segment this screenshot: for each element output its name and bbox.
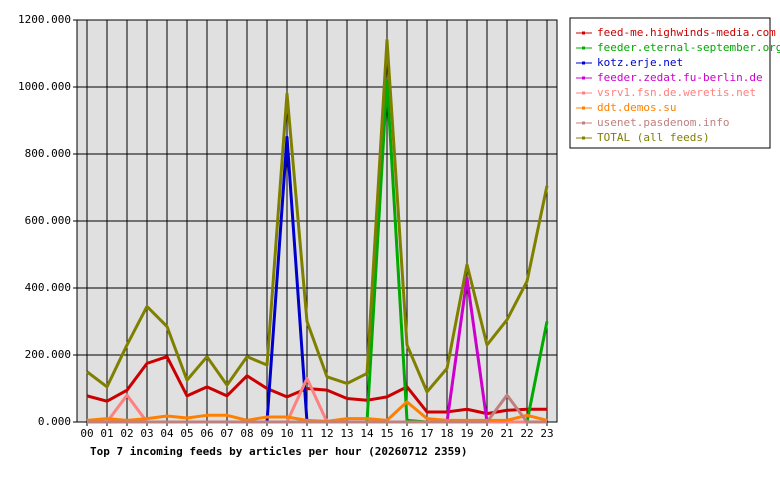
legend-label: vsrv1.fsn.de.weretis.net: [597, 86, 756, 99]
x-tick-label: 19: [460, 427, 473, 440]
x-tick-label: 16: [400, 427, 413, 440]
series-line: [86, 38, 549, 394]
series-line: [87, 393, 547, 424]
legend-box: [569, 17, 771, 149]
y-tick-label: 1000.000: [18, 80, 71, 93]
y-tick-label: 1200.000: [18, 13, 71, 26]
y-tick-label: 200.000: [25, 348, 71, 361]
x-tick-label: 09: [260, 427, 273, 440]
legend-dot: [582, 136, 585, 140]
chart-title: Top 7 incoming feeds by articles per hou…: [90, 445, 468, 458]
x-tick-label: 20: [480, 427, 493, 440]
x-tick-label: 13: [340, 427, 353, 440]
x-tick-label: 00: [80, 427, 93, 440]
series-line: [86, 355, 547, 416]
x-tick-label: 18: [440, 427, 453, 440]
legend-dot: [582, 91, 585, 95]
y-tick-label: 800.000: [25, 147, 71, 160]
x-tick-label: 11: [300, 427, 313, 440]
legend-dot: [582, 61, 585, 65]
legend-label: ddt.demos.su: [597, 101, 676, 114]
legend-dot: [582, 106, 585, 110]
x-tick-label: 06: [200, 427, 213, 440]
x-tick-label: 15: [380, 427, 393, 440]
x-tick-label: 05: [180, 427, 193, 440]
x-tick-label: 10: [280, 427, 293, 440]
x-tick-label: 23: [540, 427, 553, 440]
x-tick-label: 08: [240, 427, 253, 440]
legend-label: feeder.eternal-september.org: [597, 41, 780, 54]
legend-label: kotz.erje.net: [597, 56, 683, 69]
legend-label: feed-me.highwinds-media.com: [597, 26, 776, 39]
legend-dot: [582, 31, 585, 35]
x-tick-label: 12: [320, 427, 333, 440]
x-tick-label: 03: [140, 427, 153, 440]
x-tick-label: 21: [500, 427, 513, 440]
x-tick-label: 22: [520, 427, 533, 440]
legend-label: feeder.zedat.fu-berlin.de: [597, 71, 763, 84]
x-tick-label: 07: [220, 427, 233, 440]
x-tick-label: 02: [120, 427, 133, 440]
legend-label: usenet.pasdenom.info: [597, 116, 729, 129]
y-tick-label: 600.000: [25, 214, 71, 227]
x-tick-label: 04: [160, 427, 174, 440]
y-tick-label: 400.000: [25, 281, 71, 294]
legend-dot: [582, 76, 585, 80]
legend-dot: [582, 46, 585, 50]
y-tick-label: 0.000: [38, 415, 71, 428]
x-tick-label: 17: [420, 427, 433, 440]
legend-label: TOTAL (all feeds): [597, 131, 710, 144]
x-tick-label: 01: [100, 427, 113, 440]
legend-dot: [582, 121, 585, 125]
x-tick-label: 14: [360, 427, 374, 440]
